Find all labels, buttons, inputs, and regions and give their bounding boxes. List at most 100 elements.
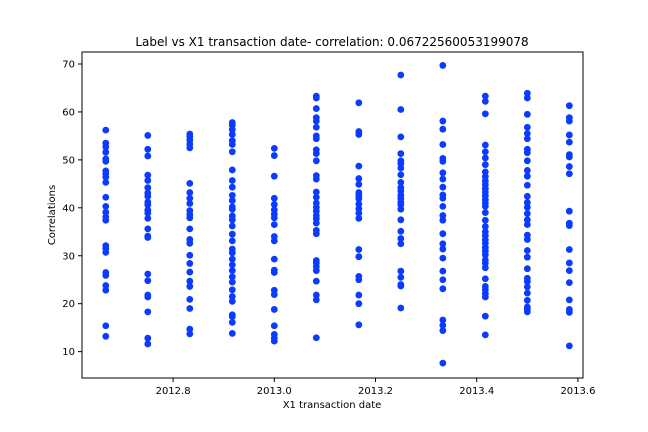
data-point xyxy=(186,236,194,243)
data-point xyxy=(144,145,152,153)
x-tick-label: 2013.6 xyxy=(560,386,595,397)
data-point xyxy=(186,295,194,303)
data-point xyxy=(481,92,489,100)
data-point xyxy=(355,214,363,222)
data-point xyxy=(144,214,152,222)
data-point xyxy=(312,291,320,299)
data-point xyxy=(439,183,447,191)
data-point xyxy=(312,188,320,196)
data-point xyxy=(228,267,236,275)
data-point xyxy=(481,228,489,236)
data-point xyxy=(439,216,447,224)
data-point xyxy=(270,144,278,152)
data-point xyxy=(397,273,405,281)
plot-frame xyxy=(81,51,584,379)
data-point xyxy=(565,306,573,313)
data-point xyxy=(355,272,363,280)
data-point xyxy=(312,114,320,122)
data-point xyxy=(523,157,531,165)
data-point xyxy=(228,330,236,337)
data-point xyxy=(186,189,194,196)
data-point xyxy=(312,92,320,100)
data-point xyxy=(481,110,489,118)
data-point xyxy=(228,293,236,300)
data-point xyxy=(312,334,320,342)
data-point xyxy=(270,201,278,208)
data-point xyxy=(228,131,236,138)
data-point xyxy=(439,155,447,162)
y-tick-label: 10 xyxy=(62,347,75,358)
data-point xyxy=(523,274,531,282)
data-point xyxy=(481,331,489,339)
data-point xyxy=(481,154,489,162)
data-point xyxy=(144,308,152,316)
data-point xyxy=(312,257,320,264)
data-point xyxy=(355,253,363,261)
data-point xyxy=(228,245,236,253)
data-point xyxy=(439,169,447,177)
data-point xyxy=(439,240,447,248)
data-point xyxy=(565,246,573,253)
data-point xyxy=(144,232,152,240)
data-point xyxy=(270,194,278,202)
data-point xyxy=(228,286,236,294)
data-point xyxy=(186,305,194,312)
data-point xyxy=(565,279,573,286)
data-point xyxy=(144,171,152,179)
data-point xyxy=(439,175,447,183)
data-point xyxy=(397,157,405,165)
chart-title: Label vs X1 transaction date- correlatio… xyxy=(135,35,528,49)
data-point xyxy=(228,278,236,286)
data-point xyxy=(565,170,573,178)
data-point xyxy=(355,99,363,107)
data-point xyxy=(523,265,531,273)
data-point xyxy=(186,179,194,187)
data-point xyxy=(439,212,447,219)
data-point xyxy=(186,130,194,138)
data-point xyxy=(144,277,152,285)
data-point xyxy=(228,237,236,245)
data-point xyxy=(523,123,531,131)
data-point xyxy=(565,102,573,110)
data-point xyxy=(439,316,447,324)
data-point xyxy=(102,202,110,210)
data-point xyxy=(481,216,489,224)
data-point xyxy=(144,225,152,233)
data-point xyxy=(439,117,447,125)
data-point xyxy=(439,191,447,199)
data-point xyxy=(523,296,531,304)
data-point xyxy=(144,291,152,299)
data-point xyxy=(312,172,320,180)
data-point xyxy=(270,322,278,330)
data-point xyxy=(312,146,320,154)
data-point xyxy=(270,266,278,274)
data-point xyxy=(144,177,152,184)
data-point xyxy=(397,235,405,242)
data-point xyxy=(523,199,531,206)
data-point xyxy=(102,193,110,201)
data-point xyxy=(439,276,447,284)
data-point xyxy=(228,197,236,205)
data-point xyxy=(102,213,110,221)
data-point xyxy=(565,342,573,350)
data-point xyxy=(565,296,573,304)
data-point xyxy=(397,227,405,235)
data-point xyxy=(565,267,573,275)
data-point xyxy=(355,162,363,170)
x-tick-label: 2013.2 xyxy=(358,386,393,397)
data-point xyxy=(270,306,278,313)
data-point xyxy=(144,270,152,278)
data-point xyxy=(397,184,405,192)
data-point xyxy=(481,283,489,290)
data-point xyxy=(523,231,531,239)
data-point xyxy=(397,71,405,79)
data-point xyxy=(186,325,194,333)
data-point xyxy=(312,105,320,112)
data-point xyxy=(523,210,531,217)
data-point xyxy=(228,318,236,326)
data-point xyxy=(228,222,236,230)
data-point xyxy=(144,184,152,192)
data-point xyxy=(355,180,363,188)
data-point xyxy=(228,191,236,199)
